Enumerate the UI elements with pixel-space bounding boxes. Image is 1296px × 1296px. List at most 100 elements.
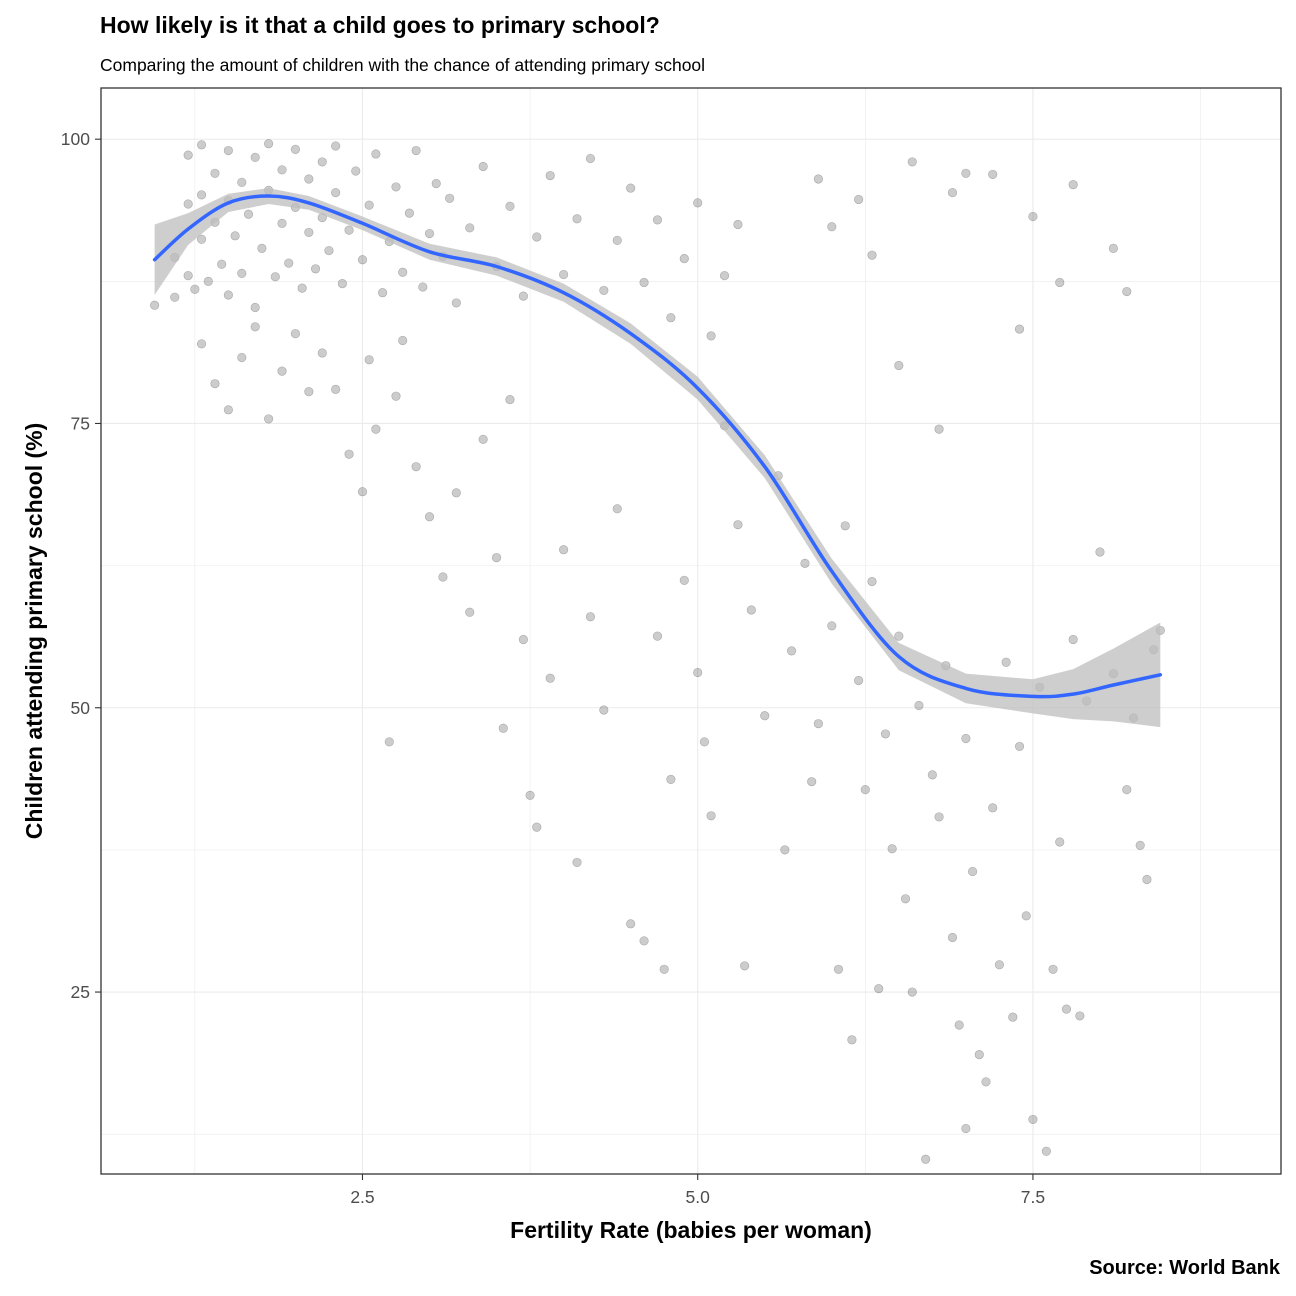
scatter-point <box>652 215 663 225</box>
scatter-point <box>371 149 381 159</box>
scatter-point <box>297 283 307 293</box>
scatter-point <box>967 866 978 877</box>
scatter-point <box>807 777 817 787</box>
x-tick-label: 7.5 <box>1021 1187 1045 1207</box>
scatter-point <box>304 227 314 238</box>
scatter-point <box>398 267 408 277</box>
scatter-point <box>854 194 864 205</box>
scatter-point <box>559 545 569 555</box>
scatter-point <box>1008 1012 1018 1022</box>
scatter-point <box>438 572 448 582</box>
scatter-point <box>854 675 864 686</box>
scatter-point <box>337 278 347 289</box>
scatter-point <box>324 246 334 256</box>
scatter-point <box>1041 1146 1051 1156</box>
scatter-point <box>733 520 743 530</box>
y-tick-label: 75 <box>71 413 90 433</box>
scatter-point <box>290 144 301 155</box>
scatter-point <box>679 253 689 264</box>
scatter-point <box>230 231 240 241</box>
scatter-point <box>585 153 596 164</box>
scatter-point <box>599 285 609 296</box>
scatter-point <box>364 355 374 365</box>
scatter-point <box>874 984 884 994</box>
scatter-point <box>572 214 582 224</box>
scatter-point <box>150 300 160 310</box>
scatter-point <box>867 250 877 260</box>
scatter-point <box>639 277 649 288</box>
scatter-point <box>525 790 535 800</box>
scatter-point <box>947 932 958 943</box>
scatter-point <box>572 857 582 868</box>
confidence-band-layer <box>154 188 1161 728</box>
scatter-point <box>921 1154 931 1164</box>
scatter-point <box>961 168 971 178</box>
scatter-point <box>404 208 415 218</box>
scatter-point <box>1014 324 1025 334</box>
scatter-point <box>250 302 260 313</box>
scatter-point <box>626 183 636 193</box>
scatter-point <box>411 462 421 472</box>
scatter-point <box>331 188 341 198</box>
scatter-point <box>284 258 294 268</box>
scatter-point <box>250 152 260 162</box>
scatter-point <box>424 512 435 522</box>
scatter-point <box>840 521 850 531</box>
scatter-points <box>150 139 1165 1164</box>
scatter-point <box>786 646 797 656</box>
scatter-point <box>237 268 247 278</box>
scatter-point <box>813 719 823 729</box>
scatter-point <box>1135 840 1145 850</box>
scatter-point <box>833 964 844 974</box>
scatter-point <box>994 960 1005 970</box>
scatter-point <box>545 170 555 181</box>
scatter-point <box>894 631 904 641</box>
y-axis-ticks: 25 50 75 100 <box>61 129 101 1002</box>
scatter-point <box>585 612 596 622</box>
scatter-point <box>498 723 508 733</box>
scatter-point <box>981 1077 991 1087</box>
scatter-point <box>880 729 891 739</box>
scatter-point <box>391 182 401 192</box>
chart-title: How likely is it that a child goes to pr… <box>100 12 660 38</box>
scatter-point <box>666 313 676 323</box>
scatter-point <box>1055 277 1065 288</box>
scatter-point <box>331 384 341 394</box>
scatter-point <box>1095 547 1105 557</box>
scatter-point <box>545 673 555 683</box>
scatter-point <box>237 177 247 187</box>
x-tick-label: 5.0 <box>686 1187 711 1207</box>
smooth-trend-line <box>152 194 1163 699</box>
scatter-point <box>196 140 207 150</box>
scatter-point <box>974 1049 984 1060</box>
y-tick-label: 100 <box>61 129 90 149</box>
scatter-point <box>451 488 461 498</box>
scatter-point <box>411 145 421 156</box>
scatter-point <box>264 414 274 424</box>
scatter-point <box>465 607 475 617</box>
scatter-point <box>532 232 542 242</box>
scatter-point <box>559 269 569 280</box>
scatter-point <box>364 200 374 210</box>
scatter-point <box>1122 286 1132 297</box>
scatter-point <box>1001 657 1011 667</box>
scatter-point <box>847 1035 857 1045</box>
y-tick-label: 50 <box>71 698 91 718</box>
scatter-point <box>357 487 368 497</box>
scatter-point <box>659 964 669 974</box>
scatter-point <box>431 178 441 189</box>
scatter-point <box>398 335 408 346</box>
scatter-point <box>827 222 837 232</box>
scatter-point <box>887 844 897 854</box>
scatter-point <box>196 190 207 200</box>
scatter-point <box>277 366 287 376</box>
scatter-point <box>706 331 716 341</box>
scatter-point <box>1028 211 1038 222</box>
scatter-point <box>827 621 837 631</box>
scatter-point <box>357 255 368 265</box>
scatter-point <box>719 271 730 281</box>
scatter-point <box>317 157 327 167</box>
scatter-point <box>190 284 200 294</box>
scatter-point <box>384 737 394 747</box>
